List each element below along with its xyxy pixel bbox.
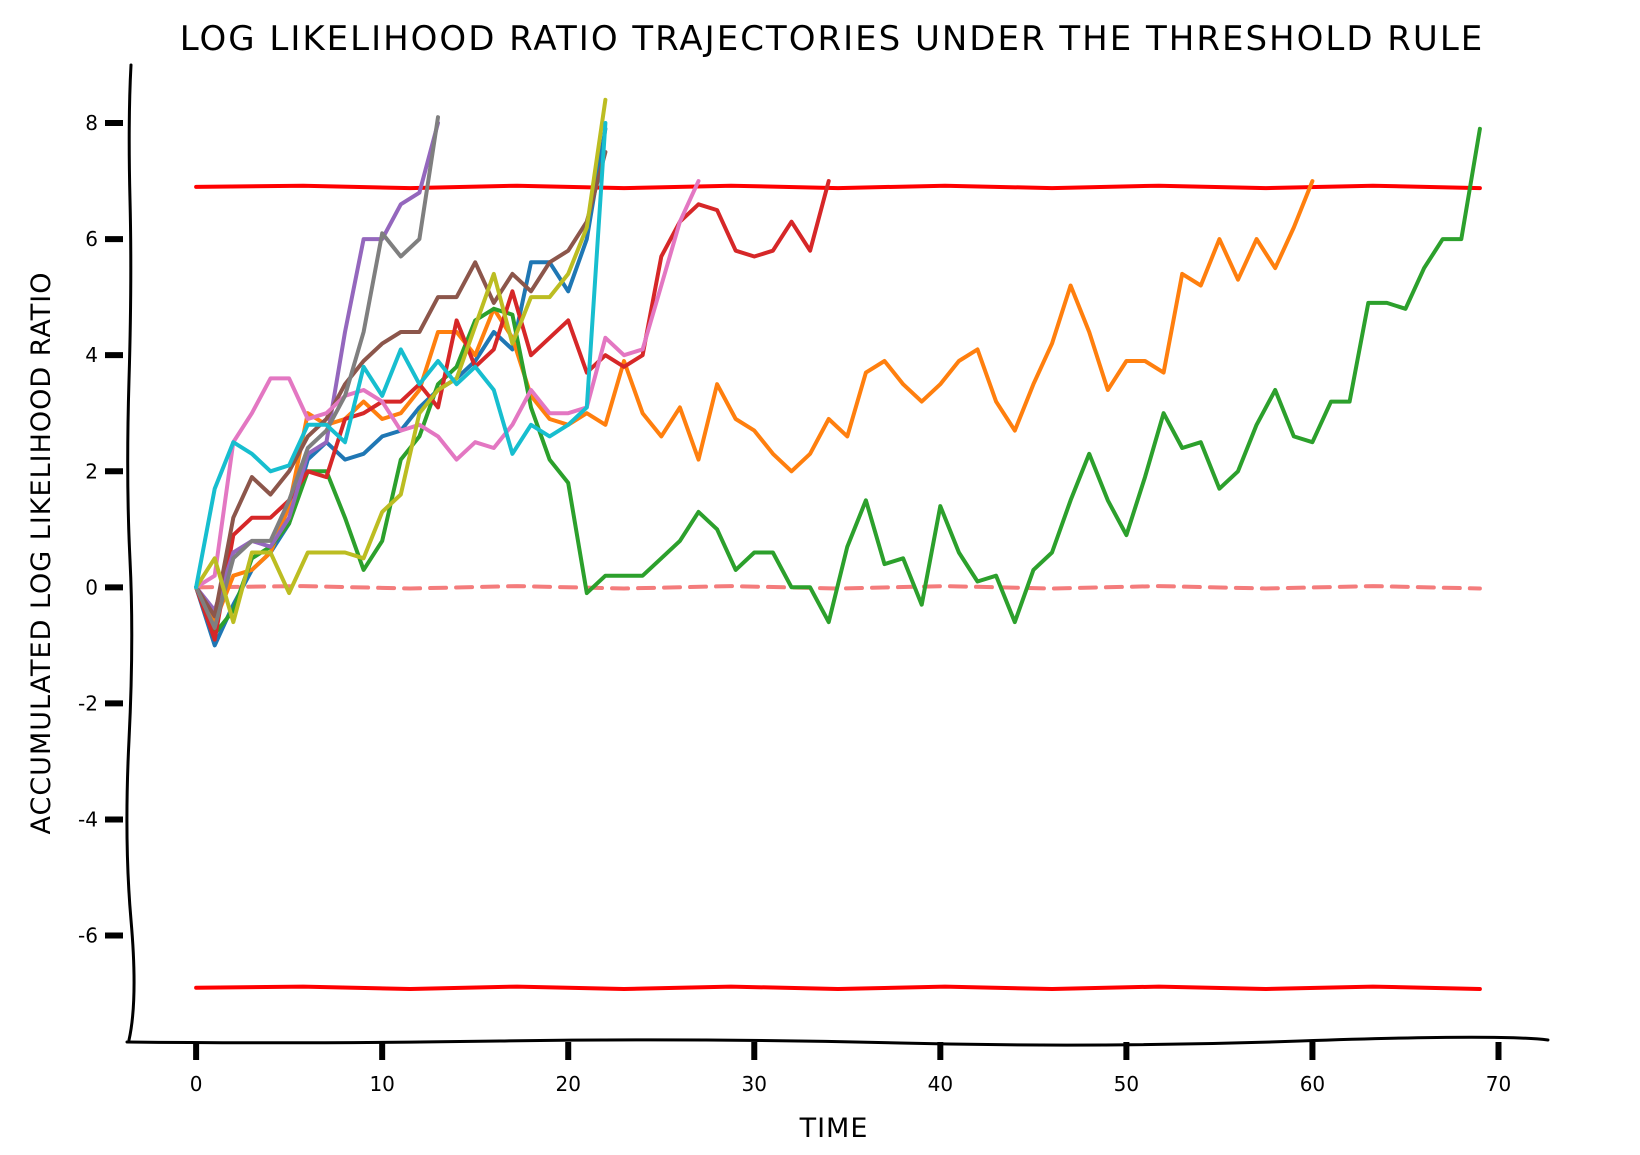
series-line-2 (194, 179, 1315, 625)
x-ticks: 0 10 20 30 40 50 60 70 (190, 1042, 1511, 1096)
series-lines (194, 97, 1482, 648)
y-tick-label: -2 (78, 691, 98, 715)
x-axis-line (125, 1035, 1550, 1047)
series-line-8 (194, 115, 440, 630)
series-line-6 (194, 150, 608, 619)
threshold-line-upper (194, 183, 1482, 191)
y-tick-label: 4 (85, 343, 98, 367)
y-axis-line (125, 63, 136, 1042)
series-line-4 (194, 179, 831, 642)
y-tick-label: -6 (78, 924, 98, 948)
x-tick-label: 30 (742, 1072, 767, 1096)
y-tick-label: 8 (85, 111, 98, 135)
series-line-7 (194, 179, 701, 590)
threshold-line-zero (194, 584, 1482, 591)
x-tick-label: 70 (1486, 1072, 1511, 1096)
axes (125, 63, 1550, 1047)
x-tick-label: 20 (555, 1072, 580, 1096)
y-tick-label: -4 (78, 807, 98, 831)
series-line-5 (194, 121, 440, 613)
y-tick-label: 0 (85, 575, 98, 599)
x-tick-label: 10 (369, 1072, 394, 1096)
x-axis-label: TIME (799, 1113, 869, 1144)
x-tick-label: 0 (190, 1072, 203, 1096)
threshold-lines (194, 183, 1482, 992)
x-tick-label: 60 (1300, 1072, 1325, 1096)
series-line-10 (194, 121, 608, 590)
x-tick-label: 50 (1114, 1072, 1139, 1096)
chart-title: LOG LIKELIHOOD RATIO TRAJECTORIES UNDER … (180, 19, 1485, 59)
x-tick-label: 40 (928, 1072, 953, 1096)
y-tick-label: 6 (85, 227, 98, 251)
threshold-line-lower (194, 984, 1482, 992)
y-tick-label: 2 (85, 459, 98, 483)
y-ticks: -6 -4 -2 0 2 4 6 8 (78, 111, 123, 948)
series-line-9 (194, 97, 608, 625)
y-axis-label: ACCUMULATED LOG LIKELIHOOD RATIO (26, 271, 57, 834)
